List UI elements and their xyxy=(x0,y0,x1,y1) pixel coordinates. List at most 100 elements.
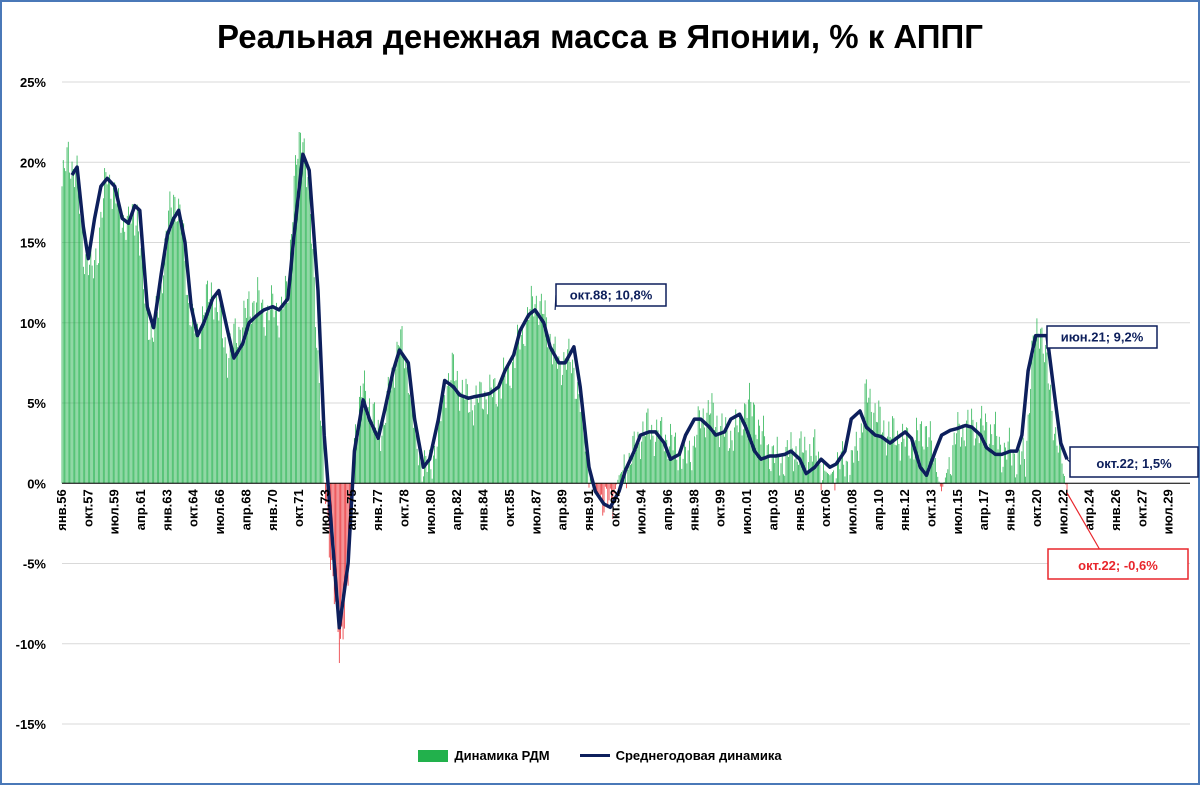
bar xyxy=(75,173,77,484)
bar xyxy=(391,367,393,484)
bar xyxy=(842,441,843,484)
bar xyxy=(626,483,628,489)
bar xyxy=(149,339,151,484)
bar xyxy=(277,325,279,484)
bar xyxy=(954,444,956,484)
bar xyxy=(619,473,621,484)
bar xyxy=(253,300,255,484)
bar xyxy=(845,460,847,484)
bar xyxy=(981,405,983,484)
bar xyxy=(1055,427,1057,484)
x-tick-label: июл.08 xyxy=(844,489,859,534)
bar xyxy=(936,472,937,484)
bar xyxy=(911,439,912,484)
bar xyxy=(99,227,101,484)
bar xyxy=(864,383,866,484)
bar xyxy=(582,397,584,484)
bar xyxy=(756,439,758,484)
bar xyxy=(643,432,645,484)
bar xyxy=(532,296,533,484)
bar xyxy=(681,468,683,484)
bar xyxy=(1034,349,1035,484)
bar xyxy=(264,335,266,484)
bar xyxy=(677,470,679,484)
bar xyxy=(313,277,315,484)
bar xyxy=(839,469,841,484)
bar xyxy=(741,435,743,484)
bar xyxy=(903,438,905,484)
bar xyxy=(668,446,670,484)
bar xyxy=(818,451,819,484)
bar xyxy=(857,450,858,484)
bar xyxy=(108,179,109,484)
bar xyxy=(317,350,319,484)
bar xyxy=(470,396,472,484)
bar xyxy=(513,357,515,484)
bar xyxy=(234,318,236,484)
bar xyxy=(877,422,878,484)
bar xyxy=(165,230,167,484)
bar xyxy=(524,345,526,484)
bar xyxy=(774,463,776,484)
bar xyxy=(596,483,597,493)
bar xyxy=(519,349,521,484)
bar xyxy=(727,450,729,484)
bar xyxy=(399,346,400,484)
bar xyxy=(89,264,90,484)
bar xyxy=(1030,388,1032,484)
bar xyxy=(103,198,104,484)
bar xyxy=(268,320,270,484)
bar xyxy=(617,479,619,484)
bar xyxy=(697,406,699,484)
bar xyxy=(830,473,832,484)
bar xyxy=(632,435,634,484)
bar xyxy=(382,415,384,484)
bar xyxy=(990,424,991,484)
y-tick-label: -10% xyxy=(16,637,47,652)
bar xyxy=(553,343,555,484)
bar xyxy=(124,231,126,484)
bar xyxy=(694,436,695,484)
bar xyxy=(422,476,424,484)
bar xyxy=(638,442,640,484)
bar xyxy=(609,483,611,489)
bar xyxy=(904,446,906,484)
bar xyxy=(973,445,975,484)
bar xyxy=(552,364,553,484)
x-tick-label: янв.98 xyxy=(686,489,701,531)
bar xyxy=(385,422,387,484)
bar xyxy=(598,483,600,495)
bar xyxy=(185,294,187,484)
bar xyxy=(1045,344,1047,484)
bar xyxy=(894,444,896,484)
bar xyxy=(586,445,587,484)
bar xyxy=(225,353,227,484)
bar xyxy=(778,454,779,484)
bar xyxy=(1062,473,1064,484)
bar xyxy=(854,446,856,484)
bar xyxy=(572,359,574,484)
annotation-box xyxy=(555,283,667,307)
bar xyxy=(1042,353,1044,484)
bar xyxy=(611,483,612,505)
chart-title: Реальная денежная масса в Японии, % к АП… xyxy=(217,18,983,55)
bar xyxy=(637,431,639,484)
bar xyxy=(636,449,638,484)
bar xyxy=(932,463,934,484)
bar xyxy=(174,196,176,484)
bar xyxy=(571,373,572,484)
bar xyxy=(259,311,261,484)
bar xyxy=(392,371,394,484)
bar xyxy=(401,326,403,484)
bar xyxy=(160,281,162,484)
bar xyxy=(709,414,710,484)
bar xyxy=(263,327,265,484)
bar xyxy=(924,426,926,484)
bar xyxy=(133,212,134,484)
bar xyxy=(481,408,483,484)
bar xyxy=(769,469,771,484)
bar xyxy=(1002,466,1004,484)
bar xyxy=(66,147,68,484)
bar xyxy=(805,450,807,484)
bar xyxy=(241,344,242,484)
